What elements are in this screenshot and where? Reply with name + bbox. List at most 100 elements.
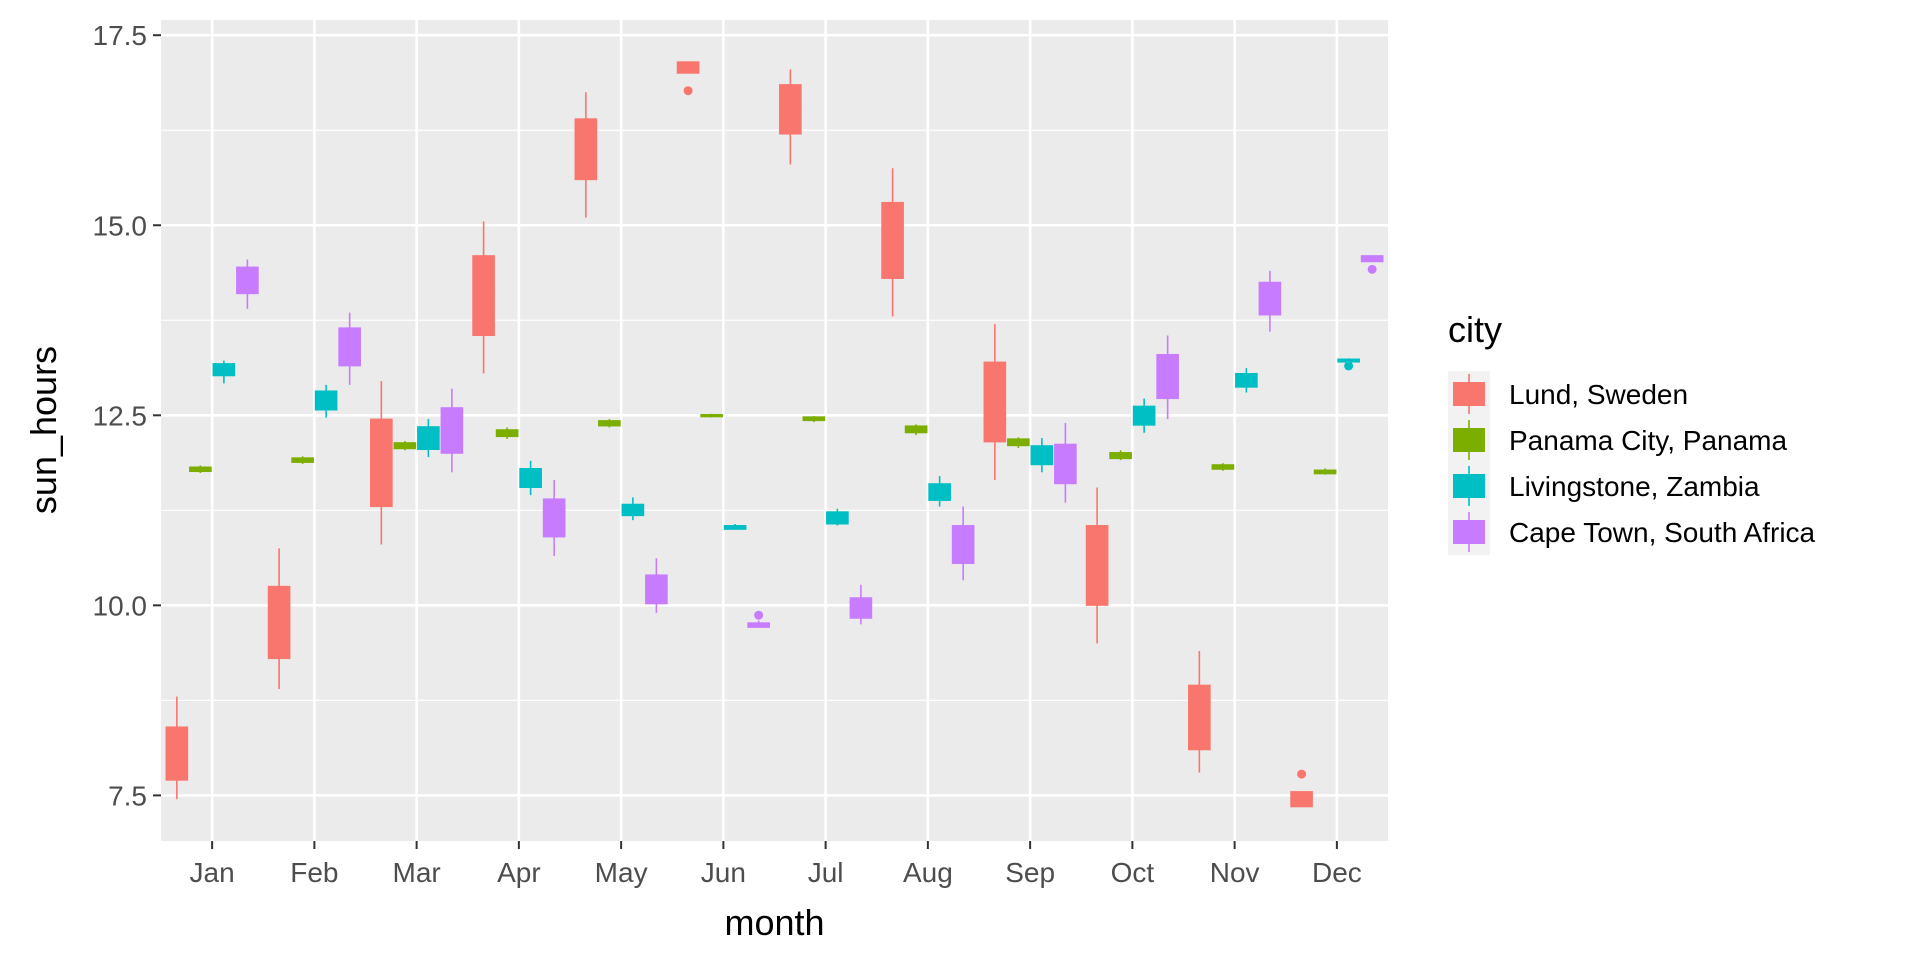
box-body — [779, 84, 802, 135]
box-may-series-0 — [574, 92, 598, 218]
box-sep-series-3 — [1054, 422, 1077, 503]
legend-item: Panama City, Panama — [1448, 417, 1787, 463]
box-body — [1188, 684, 1211, 751]
box-outlier — [1297, 769, 1307, 779]
grid — [161, 20, 1388, 841]
legend-label: Lund, Sweden — [1509, 379, 1688, 410]
legend-items: Lund, Sweden Panama City, Panama Livingsto… — [1448, 371, 1816, 555]
box-sep-series-1 — [1007, 437, 1030, 448]
box-mar-series-3 — [440, 388, 464, 473]
box-oct-series-1 — [1109, 450, 1132, 461]
box-outlier — [1344, 361, 1354, 371]
box-body — [472, 255, 495, 336]
legend-title: city — [1448, 309, 1502, 350]
y-axis-title: sun_hours — [23, 346, 64, 514]
box-jul-series-0 — [779, 69, 802, 165]
box-outlier — [683, 86, 693, 96]
box-jun-series-1 — [700, 413, 723, 418]
box-jan-series-3 — [236, 259, 259, 309]
legend-label: Cape Town, South Africa — [1509, 517, 1816, 548]
box-mar-series-1 — [393, 441, 417, 451]
box-oct-series-0 — [1085, 487, 1109, 644]
box-apr-series-3 — [542, 479, 566, 556]
box-body — [267, 585, 291, 660]
x-axis-title: month — [724, 902, 824, 943]
box-dec-series-1 — [1313, 468, 1337, 475]
box-oct-series-3 — [1156, 335, 1179, 420]
y-tick-label: 17.5 — [93, 20, 148, 51]
box-may-series-1 — [598, 419, 621, 428]
legend-item: Lund, Sweden — [1448, 371, 1688, 417]
box-jun-series-2 — [723, 524, 747, 530]
box-body — [881, 201, 904, 279]
box-layer — [165, 61, 1384, 808]
box-oct-series-2 — [1132, 398, 1156, 433]
box-apr-series-1 — [495, 427, 519, 439]
box-jul-series-1 — [802, 416, 826, 423]
box-aug-series-3 — [951, 506, 975, 581]
box-feb-series-1 — [291, 456, 314, 464]
box-apr-series-0 — [472, 221, 495, 374]
box-body — [165, 726, 189, 781]
x-tick-label-jul: Jul — [808, 857, 844, 888]
box-body — [1085, 525, 1109, 606]
box-body — [1030, 445, 1054, 466]
box-feb-series-3 — [338, 312, 361, 385]
box-jun-series-0 — [676, 61, 700, 96]
box-dec-series-2 — [1337, 358, 1360, 371]
box-feb-series-0 — [267, 548, 291, 689]
legend-item: Livingstone, Zambia — [1448, 463, 1760, 509]
box-dec-series-0 — [1290, 769, 1313, 808]
box-body — [676, 61, 700, 74]
box-aug-series-1 — [904, 424, 928, 436]
x-tick-label-jun: Jun — [701, 857, 746, 888]
panel-background — [161, 20, 1388, 841]
legend: city Lund, Sweden Panama City, Panama Livi… — [1448, 309, 1816, 555]
box-apr-series-2 — [519, 460, 542, 496]
x-tick-label-jan: Jan — [190, 857, 235, 888]
x-tick-label-feb: Feb — [290, 857, 338, 888]
legend-key-box — [1453, 382, 1485, 406]
box-dec-series-3 — [1360, 255, 1384, 274]
box-jun-series-3 — [747, 610, 770, 628]
box-body — [519, 468, 542, 489]
legend-key-box — [1453, 474, 1485, 498]
legend-key-box — [1453, 428, 1485, 452]
axes: 7.5 10.0 12.5 15.0 17.5 Jan Feb Mar Apr May Jun Jul… — [93, 20, 1362, 888]
x-tick-label-may: May — [595, 857, 648, 888]
box-body — [983, 361, 1007, 443]
box-body — [574, 118, 598, 181]
legend-item: Cape Town, South Africa — [1448, 509, 1816, 555]
x-tick-label-apr: Apr — [497, 857, 541, 888]
box-jul-series-3 — [849, 584, 873, 625]
box-nov-series-3 — [1258, 270, 1282, 332]
box-nov-series-1 — [1211, 463, 1235, 471]
box-body — [849, 597, 873, 619]
box-outlier — [754, 610, 764, 620]
x-tick-label-sep: Sep — [1005, 857, 1055, 888]
legend-label: Panama City, Panama — [1509, 425, 1787, 456]
box-sep-series-0 — [983, 324, 1007, 480]
box-mar-series-0 — [370, 381, 393, 545]
x-tick-label-aug: Aug — [903, 857, 953, 888]
box-body — [236, 266, 259, 295]
box-sep-series-2 — [1030, 438, 1054, 473]
x-tick-label-dec: Dec — [1312, 857, 1362, 888]
x-tick-label-mar: Mar — [393, 857, 441, 888]
box-mar-series-2 — [417, 419, 440, 458]
box-body — [370, 418, 393, 508]
y-tick-label: 15.0 — [93, 210, 148, 241]
y-tick-label: 12.5 — [93, 400, 148, 431]
box-nov-series-2 — [1235, 368, 1258, 393]
x-tick-label-nov: Nov — [1210, 857, 1260, 888]
box-may-series-3 — [645, 558, 668, 613]
y-tick-label: 10.0 — [93, 590, 148, 621]
box-jan-series-2 — [212, 360, 236, 384]
box-feb-series-2 — [314, 384, 338, 418]
box-jan-series-0 — [165, 696, 189, 800]
box-aug-series-2 — [928, 476, 951, 507]
box-outlier — [1367, 264, 1377, 274]
x-tick-label-oct: Oct — [1111, 857, 1155, 888]
box-nov-series-0 — [1188, 650, 1211, 773]
